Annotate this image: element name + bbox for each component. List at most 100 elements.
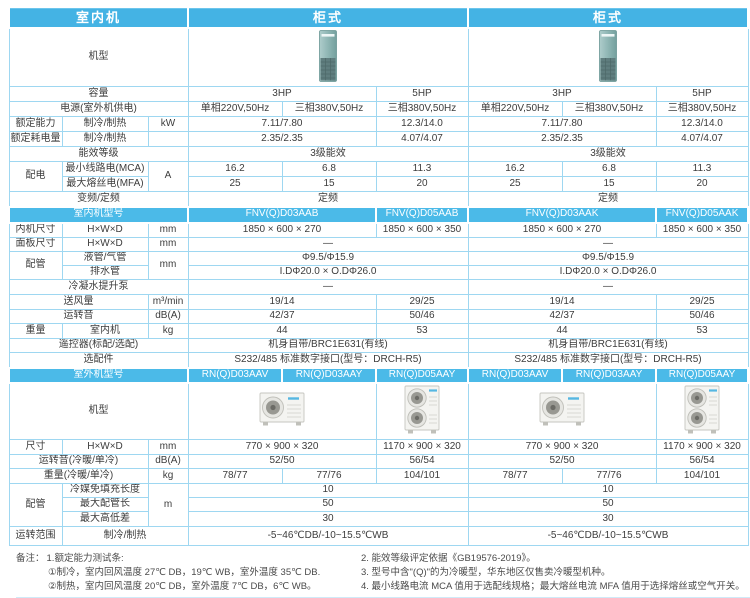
spec-value-cell: 52/50 (467, 454, 657, 469)
spec-value-cell: Φ9.5/Φ15.9 (467, 251, 749, 266)
row-label-cell: 能效等级 (8, 146, 189, 162)
table-row: 电源(室外机供电) 单相220V,50Hz 三相380V,50Hz 三相380V,50… (8, 101, 749, 117)
spec-value-cell: 56/54 (375, 454, 469, 469)
row-label-cell: 配管 (8, 483, 63, 527)
row-label-cell: 内机尺寸 (8, 222, 63, 238)
footnotes-right-column: 2. 能效等级评定依据《GB19576-2019》。 3. 型号中含"(Q)"的… (361, 552, 750, 594)
row-label-cell: H×W×D (61, 439, 149, 455)
row-label-cell: kg (147, 323, 189, 339)
spec-value-cell: I.DΦ20.0 × O.DΦ26.0 (187, 265, 469, 280)
spec-value-cell: Φ9.5/Φ15.9 (187, 251, 469, 266)
spec-value-cell: 三相380V,50Hz (281, 101, 377, 117)
spec-value-cell: 3HP (467, 86, 657, 102)
row-label-cell: 制冷/制热 (61, 131, 149, 147)
spec-value-cell: — (467, 279, 749, 295)
spec-value-cell: 1850 × 600 × 350 (375, 222, 469, 238)
spec-value-cell: 16.2 (187, 161, 283, 177)
row-label-cell: 选配件 (8, 352, 189, 368)
unit-image-cell (467, 382, 657, 440)
table-row: 配管 冷媒免填充长度 m 10 10 (8, 483, 749, 527)
row-label-cell: 制冷/制热 (61, 526, 189, 546)
table-row: 运转音 dB(A) 42/37 50/46 42/37 50/46 (8, 309, 749, 324)
row-label-cell: dB(A) (147, 309, 189, 324)
table-row: 变频/定频 定频 定频 (8, 191, 749, 207)
table-row: 配管 液管/气管 mm Φ9.5/Φ15.9 Φ9.5/Φ15.9 (8, 251, 749, 280)
row-label-cell: 最大熔丝电(MFA) (61, 176, 149, 192)
spec-value-cell: 机身自带/BRC1E631(有线) (467, 338, 749, 353)
spec-value-cell: 12.3/14.0 (375, 116, 469, 132)
spec-value-cell: 单相220V,50Hz (187, 101, 283, 117)
row-label-cell: 运转音(冷暖/单冷) (8, 454, 149, 469)
model-number-cell: RN(Q)D03AAV (467, 366, 563, 384)
spec-value-cell: 7.11/7.80 (467, 116, 657, 132)
table-row: 室内机型号 FNV(Q)D03AAB FNV(Q)D05AAB FNV(Q)D03AA… (8, 205, 749, 224)
spec-value-cell: 770 × 900 × 320 (187, 439, 377, 455)
row-label-cell: 最大高低差 (61, 511, 149, 527)
row-label-cell: A (147, 161, 189, 192)
table-row: 机型 (8, 382, 749, 440)
spec-value-cell: 机身自带/BRC1E631(有线) (187, 338, 469, 353)
table-row: 选配件 S232/485 标准数字接口(型号：DRCH-R5) S232/485 标… (8, 352, 749, 368)
table-row: 最大高低差 30 30 (9, 511, 749, 527)
spec-value-cell: 50/46 (655, 309, 749, 324)
unit-image-cell (187, 382, 377, 440)
spec-value-cell: I.DΦ20.0 × O.DΦ26.0 (467, 265, 749, 280)
spec-value-cell: 50 (187, 497, 469, 512)
row-label-cell: 液管/气管 (61, 251, 149, 266)
row-label-cell: 机型 (8, 382, 189, 440)
table-row: 额定耗电量 制冷/制热 2.35/2.35 4.07/4.07 2.35/2.35 4.0… (8, 131, 749, 147)
spec-value-cell: 1850 × 600 × 270 (467, 222, 657, 238)
spec-value-cell: 3HP (187, 86, 377, 102)
footnote-prefix: 备注： (16, 553, 45, 564)
row-label-cell: H×W×D (61, 237, 149, 252)
spec-value-cell: 20 (655, 176, 749, 192)
row-label-cell: kW (147, 116, 189, 132)
row-label-cell: 尺寸 (8, 439, 63, 455)
table-row: 内机尺寸 H×W×D mm 1850 × 600 × 270 1850 × 600 × … (8, 222, 749, 238)
row-label-cell: 室内机 (61, 323, 149, 339)
spec-value-cell: — (467, 237, 749, 252)
spec-value-cell: 10 (187, 483, 469, 498)
spec-value-cell: 77/76 (281, 468, 377, 484)
row-label-cell: 送风量 (8, 294, 149, 310)
outdoor-unit-double-fan-icon (403, 385, 441, 435)
spec-value-cell: 三相380V,50Hz (561, 101, 657, 117)
spec-value-cell: 单相220V,50Hz (467, 101, 563, 117)
spec-value-cell: 53 (655, 323, 749, 339)
spec-value-cell: 三相380V,50Hz (375, 101, 469, 117)
footnote-line: 2. 能效等级评定依据《GB19576-2019》。 (361, 553, 536, 564)
model-number-cell: RN(Q)D05AAY (375, 366, 469, 384)
row-label-cell: mm (147, 237, 189, 252)
spec-value-cell: 104/101 (655, 468, 749, 484)
spec-value-cell: 53 (375, 323, 469, 339)
spec-value-cell: 10 (467, 483, 749, 498)
row-label-cell: 运转音 (8, 309, 149, 324)
spec-value-cell: 29/25 (655, 294, 749, 310)
row-label-cell: 变频/定频 (8, 191, 189, 207)
spec-value-cell: 12.3/14.0 (655, 116, 749, 132)
spec-value-cell: 30 (467, 511, 749, 527)
model-number-cell: FNV(Q)D03AAB (187, 205, 377, 224)
row-label-cell: 冷凝水提升泵 (8, 279, 189, 295)
table-header-cell: 柜式 (187, 8, 469, 29)
row-label-cell: 机型 (8, 27, 189, 87)
outdoor-unit-single-fan-icon (538, 392, 586, 428)
footnote-line: 备注： 1.额定能力测试条: (16, 552, 361, 566)
spec-value-cell: 5HP (655, 86, 749, 102)
row-label-cell: 电源(室外机供电) (8, 101, 189, 117)
table-row: 遥控器(标配/选配) 机身自带/BRC1E631(有线) 机身自带/BRC1E631… (8, 338, 749, 353)
spec-value-cell: 50 (467, 497, 749, 512)
spec-value-cell: 44 (467, 323, 657, 339)
row-label-cell: mm (147, 251, 189, 280)
model-number-cell: FNV(Q)D05AAB (375, 205, 469, 224)
spec-value-cell: 52/50 (187, 454, 377, 469)
spec-value-cell: 7.11/7.80 (187, 116, 377, 132)
spec-value-cell: 44 (187, 323, 377, 339)
row-label-cell: 配电 (8, 161, 63, 192)
table-row: 室内机 柜式 柜式 (8, 8, 749, 29)
spec-value-cell: 1170 × 900 × 320 (375, 439, 469, 455)
row-label-cell: 额定耗电量 (8, 131, 63, 147)
spec-value-cell: -5~46℃DB/-10~15.5℃WB (467, 526, 749, 546)
spec-value-cell: 1850 × 600 × 270 (187, 222, 377, 238)
table-row: 机型 (8, 27, 749, 87)
